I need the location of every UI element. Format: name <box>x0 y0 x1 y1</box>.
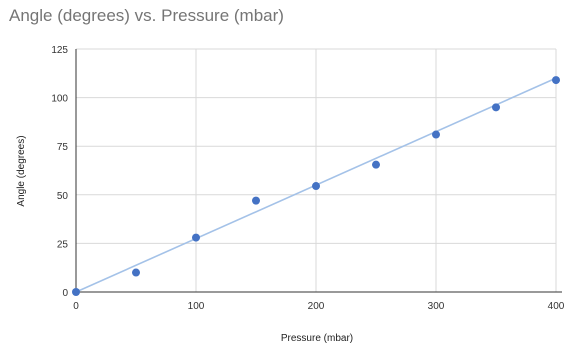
grid-lines <box>76 48 557 292</box>
y-tick-label: 125 <box>51 45 68 56</box>
data-point <box>492 103 500 112</box>
data-point <box>252 196 260 205</box>
x-tick-label: 300 <box>428 301 445 312</box>
y-tick-label: 100 <box>51 94 68 105</box>
y-tick-label: 25 <box>57 239 69 250</box>
data-point <box>432 130 440 139</box>
x-tick-label: 0 <box>73 301 79 312</box>
x-axis-title: Pressure (mbar) <box>281 333 353 344</box>
chart-title: Angle (degrees) vs. Pressure (mbar) <box>9 6 284 25</box>
data-point <box>552 76 560 85</box>
data-points <box>72 76 560 296</box>
x-tick-label: 400 <box>548 301 565 312</box>
y-axis-title: Angle (degrees) <box>16 135 27 206</box>
y-tick-label: 50 <box>57 191 69 202</box>
tick-labels: 0 25 50 75 100 125 0 100 200 300 400 <box>51 45 564 312</box>
data-point <box>312 182 320 191</box>
y-tick-label: 75 <box>57 142 69 153</box>
y-tick-label: 0 <box>62 288 68 299</box>
data-point <box>192 233 200 242</box>
x-tick-label: 100 <box>188 301 205 312</box>
data-point <box>132 268 140 277</box>
axes <box>75 49 562 293</box>
data-point <box>372 160 380 169</box>
data-point <box>72 288 80 296</box>
x-tick-label: 200 <box>308 301 325 312</box>
